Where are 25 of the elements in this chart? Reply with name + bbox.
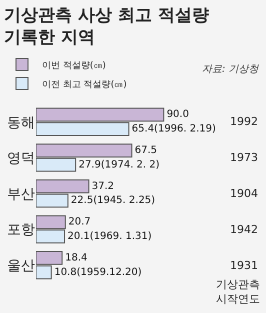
data-label: 37.2: [92, 180, 114, 192]
data-label: 18.4: [65, 252, 88, 264]
data-label: 20.7: [68, 216, 91, 228]
data-label: 27.9(1974. 2. 2): [78, 159, 160, 170]
text: 기상관측 시작연도: [216, 278, 260, 306]
legend-label: 이전 최고 적설량(㎝): [42, 80, 127, 90]
text: 1992: [230, 115, 258, 128]
data-label: 22.5(1945. 2.25): [70, 195, 156, 206]
y-tick-label: 동해: [7, 114, 35, 131]
text: 1904: [230, 187, 258, 200]
y-tick-label: 포항: [7, 222, 35, 238]
y-tick-label: 울산: [7, 258, 35, 274]
y-tick-label: 부산: [7, 186, 35, 202]
data-label: 90.0: [166, 109, 189, 120]
text: 1942: [230, 223, 258, 236]
data-label: 20.1(1969. 1.31): [68, 230, 152, 242]
data-label: 67.5: [134, 145, 158, 156]
data-label: 65.4(1996. 2.19): [132, 124, 216, 135]
chart-title: 기상관측 사상 최고 적설량 기록한 지역: [4, 5, 209, 48]
text: 자료: 기상청: [202, 64, 260, 75]
text: 1931: [230, 259, 258, 272]
legend-label: 이번 적설량(㎝): [42, 61, 106, 72]
data-label: 10.8(1959.12.20): [54, 266, 142, 278]
y-tick-label: 영덕: [7, 150, 35, 167]
text: 1973: [230, 151, 258, 164]
